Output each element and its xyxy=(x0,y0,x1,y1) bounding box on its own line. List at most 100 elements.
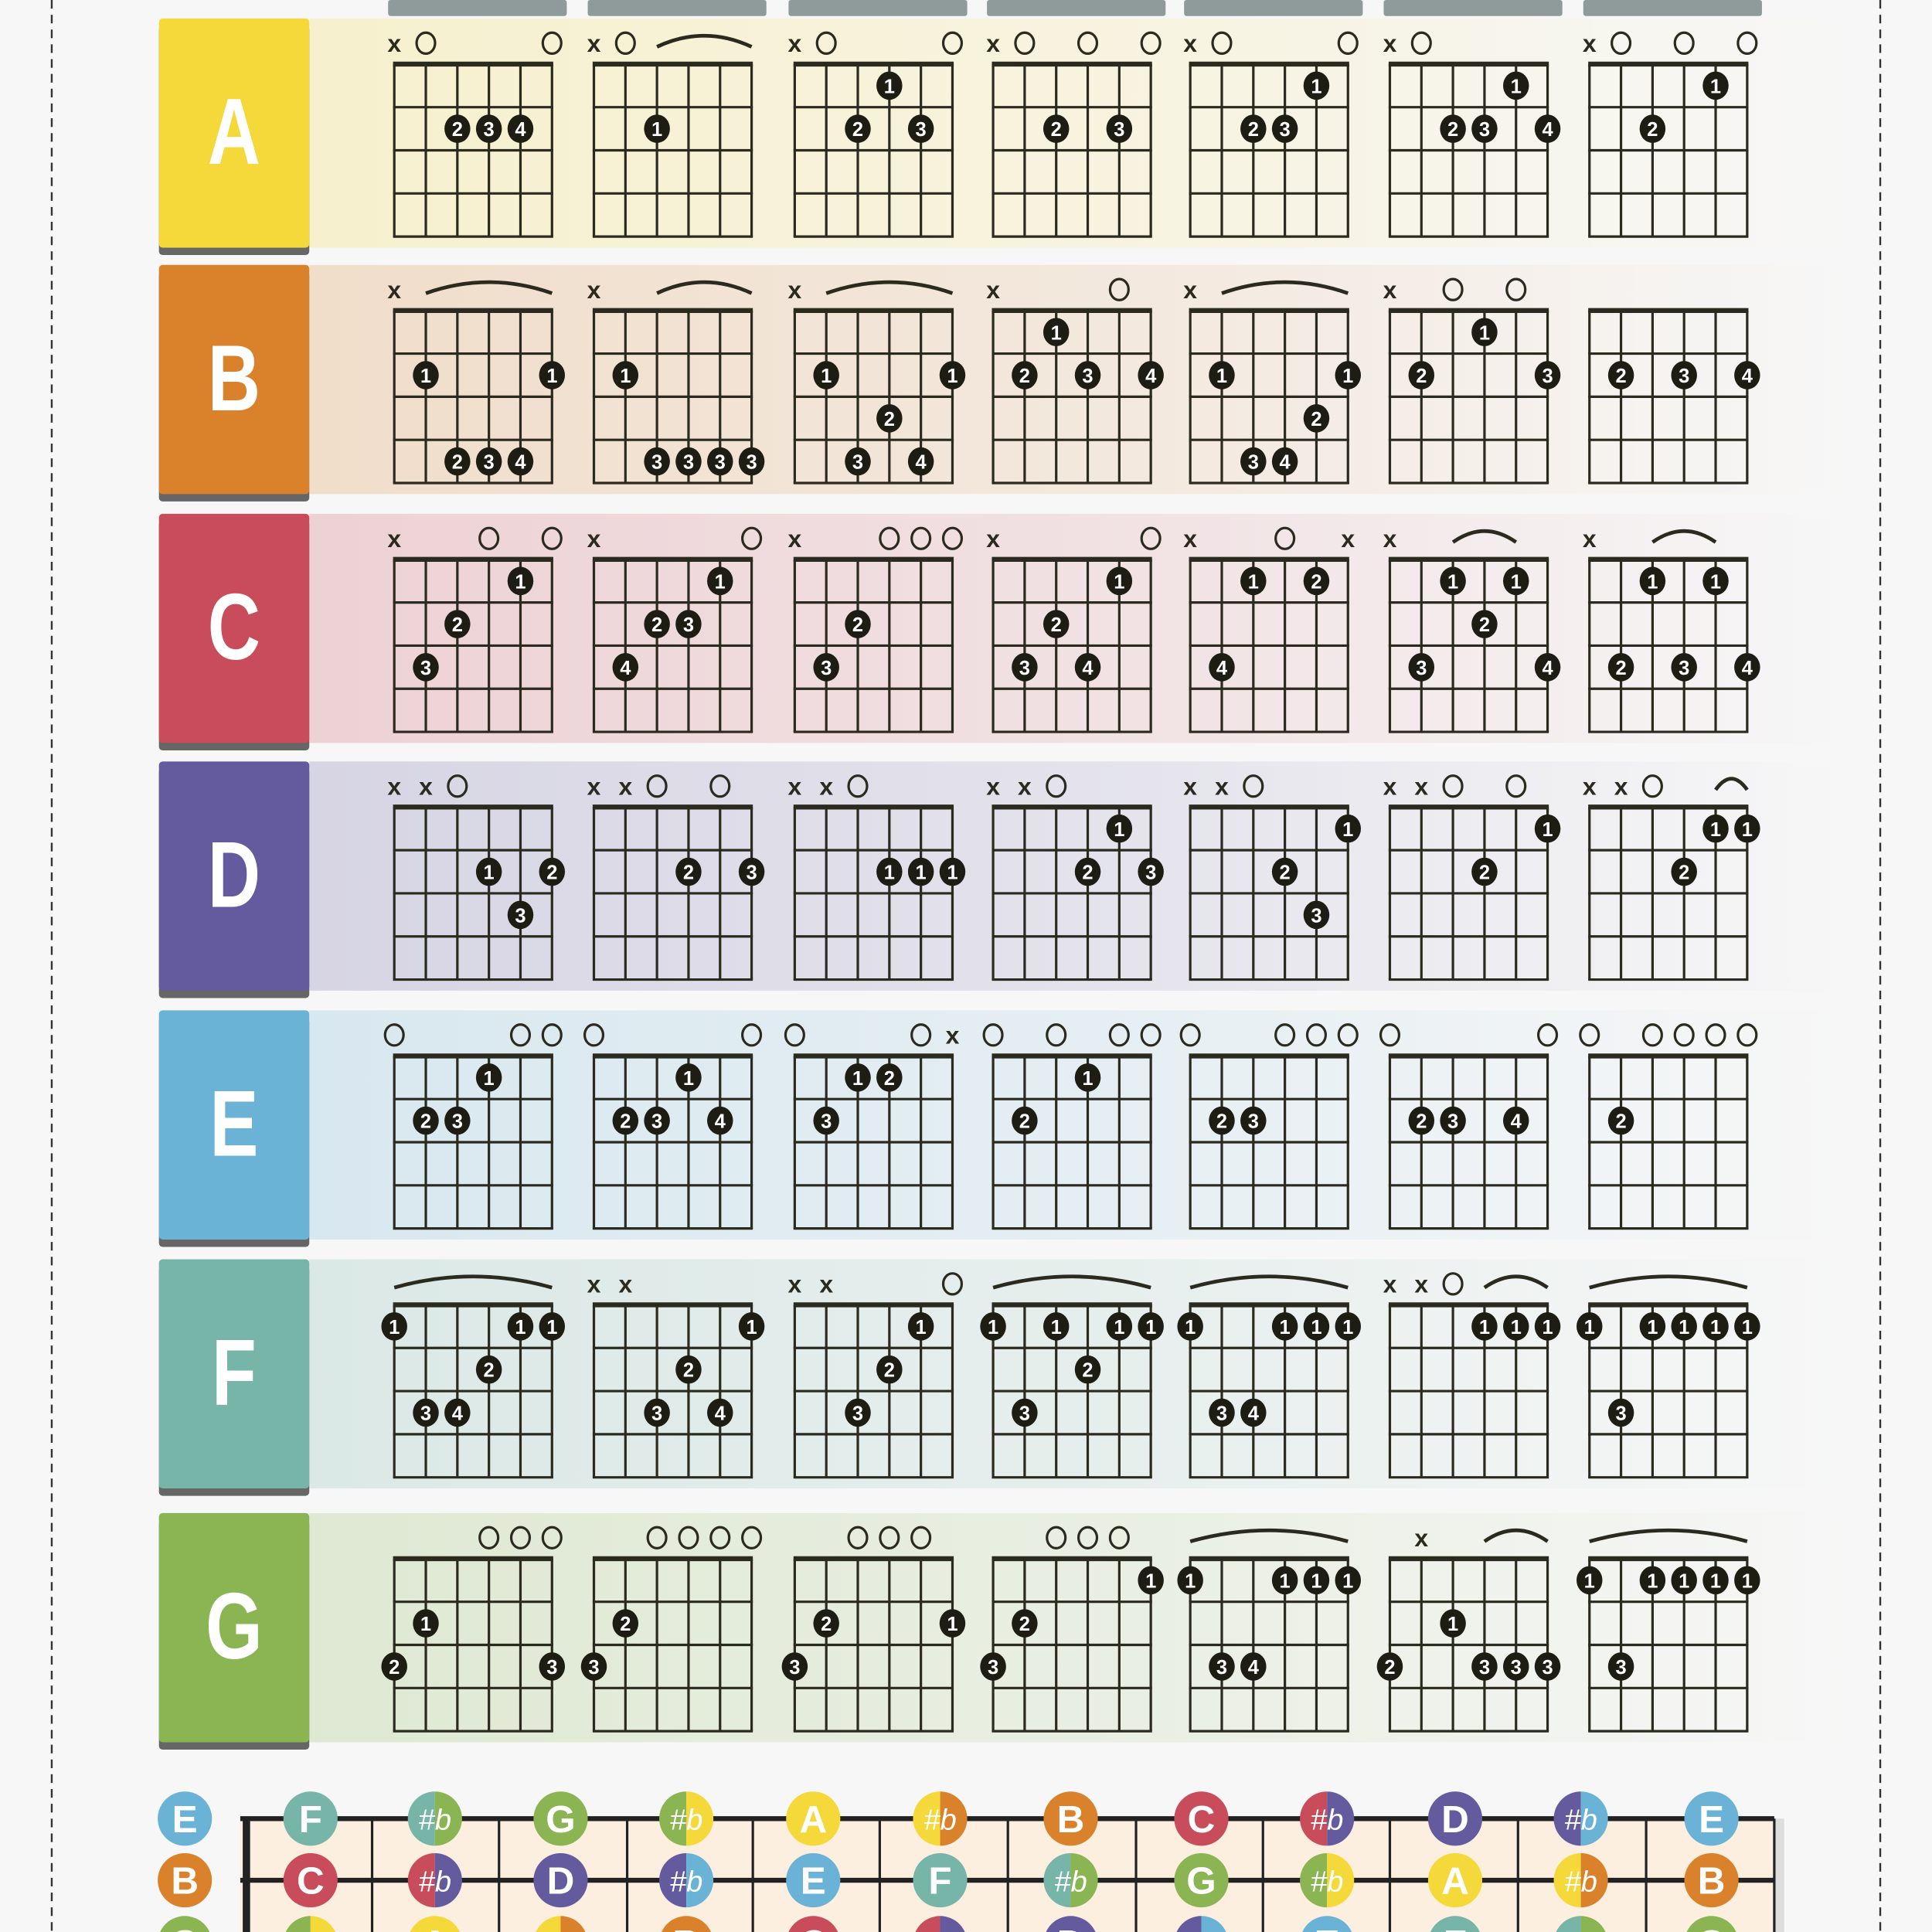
finger-dot xyxy=(1240,1398,1267,1427)
header-tile xyxy=(388,0,567,16)
finger-number: 1 xyxy=(389,1317,400,1338)
finger-number: 1 xyxy=(1185,1570,1196,1592)
muted-string-marker: x xyxy=(986,525,1000,553)
note-circle xyxy=(1686,1916,1736,1932)
muted-string-marker: x xyxy=(946,1021,960,1049)
open-string-marker xyxy=(1673,1023,1695,1047)
muted-string-marker: x xyxy=(1183,772,1197,800)
finger-dot xyxy=(1607,653,1634,682)
muted-string-marker: x xyxy=(1183,276,1197,304)
muted-string-marker: x xyxy=(1383,29,1397,57)
barre-arc xyxy=(1714,777,1749,791)
finger-dot xyxy=(907,1312,934,1341)
finger-dot xyxy=(413,361,439,389)
key-label-box xyxy=(158,1512,310,1743)
finger-dot xyxy=(1012,653,1038,682)
finger-dot xyxy=(1303,1312,1330,1341)
note-circle xyxy=(786,1791,841,1846)
finger-number: 3 xyxy=(651,452,662,474)
muted-string-marker: x xyxy=(587,1270,601,1298)
note-marker: D xyxy=(1427,1791,1483,1846)
finger-dot xyxy=(1639,1312,1666,1341)
open-string-marker xyxy=(1611,31,1632,55)
open-string-marker xyxy=(1505,277,1527,301)
note-half-right xyxy=(686,1791,714,1846)
open-string-marker xyxy=(614,31,636,55)
muted-string-marker: x xyxy=(618,1270,632,1298)
finger-dot xyxy=(1335,1566,1362,1595)
finger-dot xyxy=(644,1106,670,1135)
note-half-right xyxy=(940,1916,965,1932)
note-label: G xyxy=(1696,1923,1726,1932)
finger-number: 3 xyxy=(1511,1657,1522,1679)
barre-arc xyxy=(1189,1528,1349,1543)
open-string-marker xyxy=(1046,1526,1067,1549)
finger-number: 1 xyxy=(884,76,895,97)
finger-dot xyxy=(845,1398,871,1427)
finger-dot xyxy=(1702,1566,1729,1595)
finger-number: 2 xyxy=(1679,862,1689,884)
finger-number: 1 xyxy=(1280,1317,1291,1338)
note-half-right xyxy=(1327,1852,1355,1908)
note-label: B xyxy=(1057,1798,1085,1841)
note-half-left xyxy=(536,1916,561,1932)
finger-number: 1 xyxy=(1051,1317,1062,1338)
key-label: C xyxy=(208,576,260,680)
finger-number: 4 xyxy=(1511,1111,1522,1133)
muted-string-marker: x xyxy=(1215,772,1229,800)
finger-number: 1 xyxy=(715,571,726,593)
open-string-marker xyxy=(583,1023,605,1047)
finger-number: 1 xyxy=(988,1317,998,1338)
note-label: #b xyxy=(419,1804,452,1837)
note-half-right xyxy=(1201,1916,1226,1932)
chord-diagram: 1 1 1 13 4 xyxy=(1177,1528,1362,1733)
open-string-marker xyxy=(1108,1526,1130,1549)
finger-number: 2 xyxy=(683,1360,694,1382)
open-string-marker xyxy=(541,31,563,55)
finger-dot xyxy=(707,447,733,476)
finger-number: 1 xyxy=(1114,819,1124,841)
note-label: D xyxy=(1441,1798,1469,1841)
note-circle xyxy=(410,1916,460,1932)
header-tile xyxy=(1383,0,1563,16)
note-marker: #b xyxy=(913,1791,968,1846)
note-marker: #b xyxy=(915,1916,965,1932)
finger-dot xyxy=(1209,1398,1235,1427)
finger-dot xyxy=(1702,71,1729,100)
barre-arc xyxy=(1651,529,1717,544)
finger-dot xyxy=(1502,1652,1529,1681)
finger-number: 1 xyxy=(1311,76,1321,97)
finger-number: 1 xyxy=(683,1068,694,1090)
finger-number: 3 xyxy=(1479,1657,1490,1679)
finger-number: 3 xyxy=(852,1403,863,1425)
note-marker: #b xyxy=(1553,1852,1608,1908)
finger-dot xyxy=(1074,361,1101,389)
finger-dot xyxy=(539,361,566,389)
finger-number: 1 xyxy=(1710,819,1721,841)
finger-number: 1 xyxy=(1584,1570,1595,1592)
note-label: F xyxy=(1444,1923,1467,1932)
note-label: #b xyxy=(923,1928,957,1932)
finger-dot xyxy=(939,1609,966,1638)
open-string-marker xyxy=(1046,774,1067,798)
open-string-marker xyxy=(1179,1023,1201,1047)
finger-number: 1 xyxy=(515,1317,526,1338)
note-label: A xyxy=(799,1798,827,1841)
finger-dot xyxy=(1303,900,1330,930)
finger-dot xyxy=(539,857,566,886)
note-circle xyxy=(533,1852,588,1908)
finger-dot xyxy=(1702,814,1729,843)
finger-dot xyxy=(1138,361,1164,389)
finger-dot xyxy=(612,1609,639,1638)
open-string-marker xyxy=(910,1023,932,1047)
note-label: #b xyxy=(1564,1928,1597,1932)
finger-number: 1 xyxy=(1447,1614,1458,1635)
finger-dot xyxy=(1502,566,1529,596)
key-label: G xyxy=(206,1575,263,1679)
note-marker: B xyxy=(1043,1791,1098,1846)
